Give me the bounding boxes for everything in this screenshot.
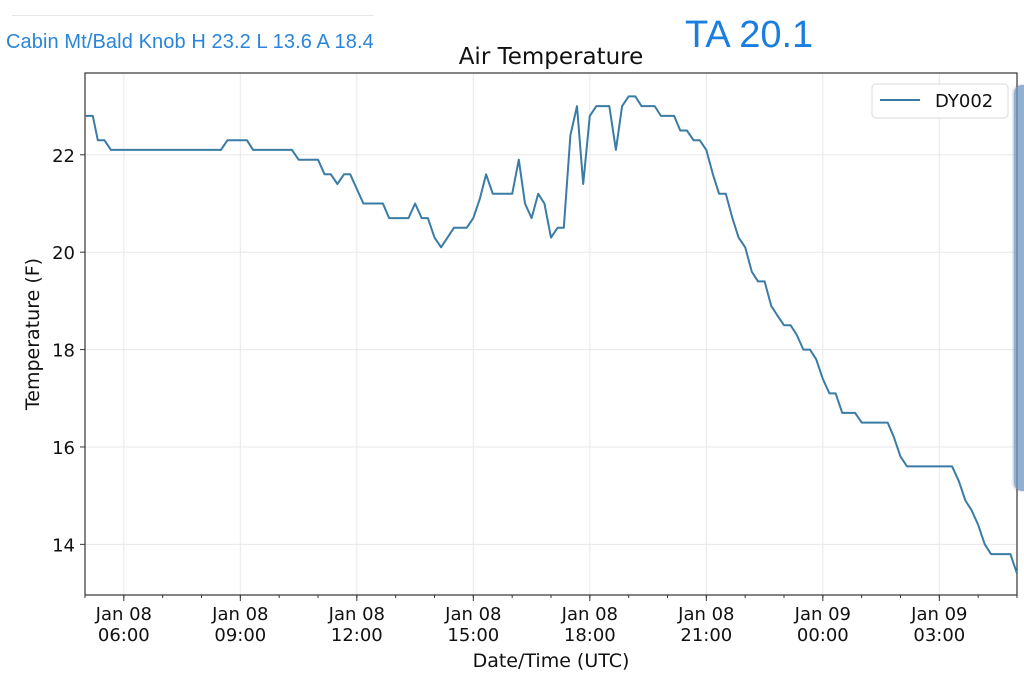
legend-label-dy002: DY002 [935, 91, 993, 112]
x-axis-label: Date/Time (UTC) [473, 650, 630, 672]
edge-panel-handle[interactable] [1014, 85, 1024, 491]
series-layer [85, 95, 1018, 574]
y-tick-label: 18 [52, 341, 75, 362]
x-tick-label-time: 21:00 [680, 625, 732, 646]
x-tick-label-date: Jan 08 [677, 604, 734, 625]
x-tick-label-time: 18:00 [564, 625, 616, 646]
x-tick-label-date: Jan 08 [328, 604, 385, 625]
series-line-dy002 [85, 95, 1018, 574]
y-axis-label: Temperature (F) [22, 258, 44, 411]
legend-box [871, 83, 1009, 119]
x-tick-label-date: Jan 08 [561, 604, 618, 625]
x-tick-label-date: Jan 08 [211, 604, 268, 625]
top-divider [12, 15, 374, 16]
x-tick-label-date: Jan 09 [910, 604, 967, 625]
plot-frame [84, 72, 1018, 596]
x-tick-label-date: Jan 08 [95, 604, 152, 625]
x-tick-label-date: Jan 09 [794, 604, 851, 625]
x-tick-label-time: 06:00 [98, 625, 150, 646]
x-tick-label-time: 00:00 [797, 625, 849, 646]
legend: DY002 [871, 83, 1009, 119]
current-air-temperature-reading: TA 20.1 [685, 14, 814, 56]
chart-title: Air Temperature [459, 44, 644, 70]
x-tick-label-time: 03:00 [913, 625, 965, 646]
x-tick-label-date: Jan 08 [444, 604, 501, 625]
station-summary: Cabin Mt/Bald Knob H 23.2 L 13.6 A 18.4 [6, 31, 374, 53]
x-tick-label-time: 09:00 [214, 625, 266, 646]
y-tick-label: 20 [52, 243, 75, 264]
y-tick-label: 14 [52, 535, 75, 556]
x-tick-label-time: 12:00 [331, 625, 383, 646]
y-tick-label: 16 [52, 438, 75, 459]
x-tick-label-time: 15:00 [447, 625, 499, 646]
y-tick-label: 22 [52, 146, 75, 167]
grid-lines [85, 73, 1017, 595]
